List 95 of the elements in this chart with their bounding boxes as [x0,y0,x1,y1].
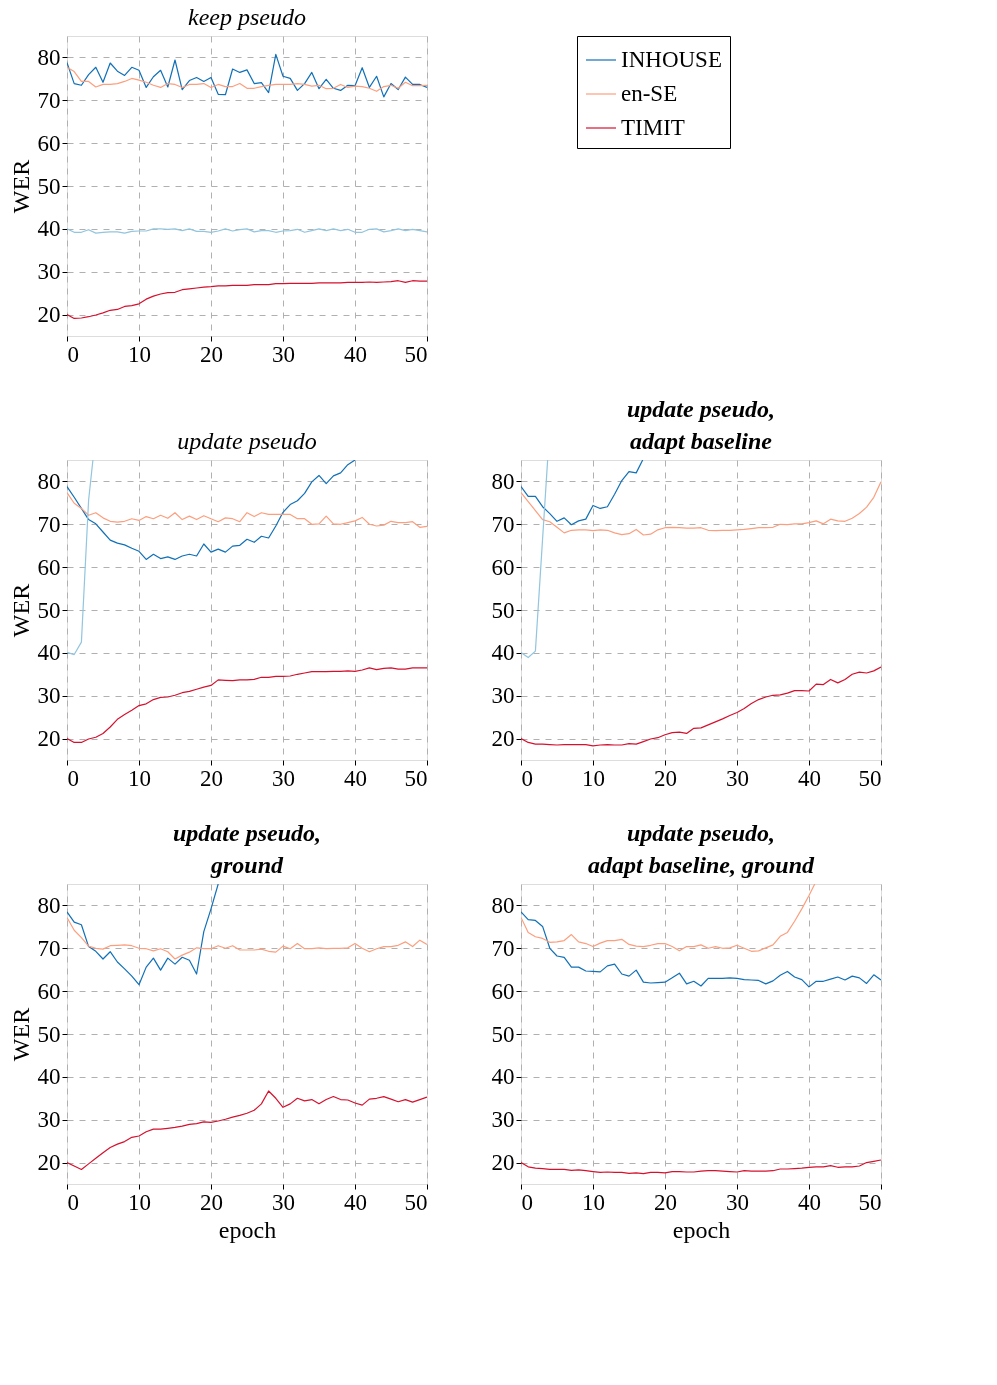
y-tick-label: 20 [491,1150,515,1176]
x-tick-label: 20 [200,341,223,367]
line-series [67,66,427,92]
y-tick-label: 40 [491,1064,515,1090]
y-tick-label: 50 [37,1021,61,1047]
x-tick-label: 50 [404,1189,428,1215]
chart-title: update pseudo, ground [172,820,322,878]
y-tick-label: 20 [37,1150,61,1176]
x-tick-label: 40 [798,1189,821,1215]
y-tick-label: 80 [491,892,515,918]
x-tick-label: 10 [582,1189,605,1215]
x-tick-label: 30 [272,341,295,367]
x-axis-title: epoch [218,1216,277,1243]
y-tick-label: 40 [37,640,61,666]
legend-label: INHOUSE [621,47,722,72]
chart-title: keep pseudo [188,3,306,30]
x-tick-label: 50 [858,1189,882,1215]
x-tick-label: 30 [726,1189,749,1215]
line-series [67,667,427,744]
x-axis-title: epoch [672,1216,731,1243]
y-tick-label: 60 [37,978,61,1004]
x-tick-label: 0 [521,1189,533,1215]
x-tick-label: 30 [726,765,749,791]
y-tick-label: 30 [37,1107,61,1133]
y-tick-label: 60 [37,554,61,580]
y-tick-label: 70 [37,935,61,961]
line-series [521,1159,881,1175]
line-series [521,460,549,659]
y-tick-label: 80 [491,468,515,494]
y-tick-label: 30 [491,1107,515,1133]
x-tick-label: 50 [404,765,428,791]
x-tick-label: 20 [200,1189,223,1215]
legend-label: en-SE [621,81,678,106]
y-tick-label: 70 [37,87,61,113]
y-tick-label: 20 [37,726,61,752]
y-tick-label: 50 [37,173,61,199]
x-tick-label: 10 [128,341,151,367]
line-series [67,491,427,528]
line-series [521,481,881,536]
x-tick-label: 0 [67,1189,79,1215]
y-axis-title: WER [7,583,34,638]
x-tick-label: 30 [272,1189,295,1215]
x-tick-label: 10 [128,1189,151,1215]
y-tick-label: 50 [491,597,515,623]
y-tick-label: 50 [491,1021,515,1047]
x-tick-label: 20 [654,765,677,791]
y-tick-label: 60 [37,130,61,156]
x-tick-label: 40 [344,341,367,367]
x-tick-label: 50 [404,341,428,367]
chart-title: update pseudo [177,428,317,454]
y-tick-label: 30 [37,259,61,285]
x-tick-label: 40 [344,1189,367,1215]
line-series [67,884,219,986]
x-tick-label: 40 [798,765,821,791]
y-tick-label: 40 [491,640,515,666]
y-tick-label: 70 [491,935,515,961]
x-tick-label: 20 [654,1189,677,1215]
line-series [67,53,427,98]
line-series [67,460,94,656]
legend-label: TIMIT [621,115,685,140]
x-tick-label: 20 [200,765,223,791]
line-series [67,1090,427,1171]
line-series [67,280,427,320]
x-tick-label: 10 [582,765,605,791]
x-tick-label: 0 [67,341,79,367]
y-tick-label: 70 [491,511,515,537]
y-axis-title: WER [7,159,34,214]
chart-title: update pseudo, adapt baseline, ground [587,820,816,878]
line-series [521,666,881,747]
y-tick-label: 80 [37,892,61,918]
y-tick-label: 30 [491,683,515,709]
y-tick-label: 30 [37,683,61,709]
y-tick-label: 50 [37,597,61,623]
y-tick-label: 20 [491,726,515,752]
y-tick-label: 80 [37,44,61,70]
x-tick-label: 40 [344,765,367,791]
y-tick-label: 40 [37,216,61,242]
x-tick-label: 30 [272,765,295,791]
x-tick-label: 50 [858,765,882,791]
chart-title: update pseudo, adapt baseline [626,396,776,454]
line-series [521,884,816,952]
line-series [521,460,644,526]
line-series [67,916,427,960]
x-tick-label: 0 [67,765,79,791]
x-tick-label: 10 [128,765,151,791]
y-tick-label: 20 [37,302,61,328]
y-tick-label: 40 [37,1064,61,1090]
y-tick-label: 80 [37,468,61,494]
y-axis-title: WER [7,1007,34,1062]
x-tick-label: 0 [521,765,533,791]
y-tick-label: 60 [491,978,515,1004]
line-series [521,911,881,988]
y-tick-label: 60 [491,554,515,580]
y-tick-label: 70 [37,511,61,537]
line-series [67,460,356,561]
